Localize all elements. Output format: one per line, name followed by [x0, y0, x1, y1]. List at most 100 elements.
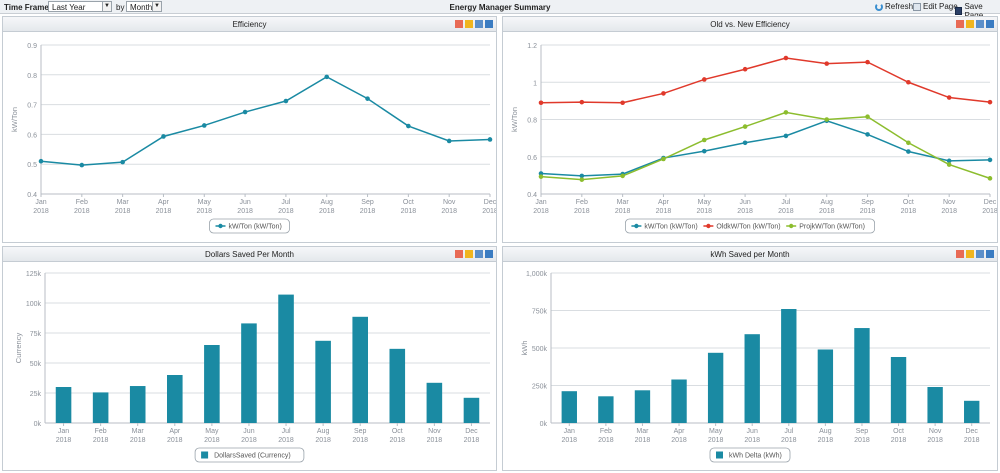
- panel-title: Efficiency: [3, 17, 496, 32]
- x-tick-label: Dec: [965, 428, 978, 435]
- export-icon[interactable]: [475, 250, 483, 258]
- data-point: [365, 96, 370, 101]
- data-point: [661, 156, 666, 162]
- refresh-label: Refresh: [885, 2, 914, 11]
- x-tick-label: Jun: [739, 199, 750, 206]
- x-tick-label: Jan: [535, 199, 546, 206]
- export-icon[interactable]: [475, 20, 483, 28]
- x-tick-label: Dec: [465, 428, 478, 435]
- y-tick-label: 0.8: [27, 73, 37, 80]
- x-tick-label: Aug: [819, 428, 832, 435]
- bar: [598, 396, 614, 423]
- x-tick-label: Jul: [281, 199, 290, 206]
- x-tick-year: 2018: [941, 208, 957, 215]
- timeframe-select[interactable]: Last Year ▼: [48, 1, 112, 12]
- bar: [964, 400, 980, 423]
- x-tick-year: 2018: [56, 437, 72, 444]
- period-select[interactable]: Month ▼: [126, 1, 162, 12]
- legend-label: kWh Delta (kWh): [729, 453, 782, 460]
- data-point: [701, 137, 707, 143]
- y-tick-label: 1,000k: [526, 271, 548, 278]
- x-tick-label: Nov: [443, 199, 456, 206]
- data-point: [987, 157, 993, 163]
- data-point: [946, 95, 952, 100]
- y-axis-label: Currency: [14, 333, 23, 364]
- bar: [817, 349, 834, 423]
- x-tick-label: Feb: [576, 199, 588, 206]
- x-tick-year: 2018: [360, 208, 376, 215]
- x-tick-year: 2018: [854, 437, 870, 444]
- data-point: [538, 174, 544, 179]
- data-point: [120, 159, 125, 165]
- edit-page-button[interactable]: Edit Page: [913, 2, 958, 11]
- refresh-button[interactable]: Refresh: [875, 2, 913, 11]
- panel-title: kWh Saved per Month: [503, 247, 997, 262]
- clear-icon[interactable]: [455, 250, 463, 258]
- pencil-icon[interactable]: [465, 250, 473, 258]
- y-tick-label: 500k: [532, 346, 548, 353]
- data-point: [824, 117, 830, 122]
- x-tick-label: May: [205, 428, 219, 435]
- pencil-icon[interactable]: [966, 250, 974, 258]
- x-tick-year: 2018: [130, 437, 146, 444]
- legend-label: kW/Ton (kW/Ton): [644, 224, 697, 231]
- save-page-button[interactable]: Save Page: [955, 2, 1000, 20]
- x-tick-year: 2018: [744, 437, 760, 444]
- data-point: [406, 123, 411, 129]
- clear-icon[interactable]: [956, 20, 964, 28]
- export-icon[interactable]: [976, 250, 984, 258]
- y-tick-label: 0.9: [27, 43, 37, 50]
- bar: [389, 348, 406, 423]
- x-tick-year: 2018: [278, 437, 294, 444]
- x-tick-label: Jan: [564, 428, 575, 435]
- x-tick-year: 2018: [901, 208, 917, 215]
- export-icon[interactable]: [976, 20, 984, 28]
- legend-marker: [634, 223, 639, 229]
- panel-tools: [956, 20, 994, 28]
- pencil-icon[interactable]: [465, 20, 473, 28]
- legend-marker: [716, 451, 723, 459]
- clear-icon[interactable]: [956, 250, 964, 258]
- pencil-icon[interactable]: [966, 20, 974, 28]
- x-tick-label: Jul: [282, 428, 291, 435]
- x-tick-year: 2018: [390, 437, 406, 444]
- y-tick-label: 0.6: [527, 155, 537, 162]
- x-tick-year: 2018: [464, 437, 480, 444]
- data-point: [701, 77, 707, 82]
- edit-icon: [913, 2, 921, 11]
- data-point: [161, 134, 166, 139]
- bar: [927, 387, 943, 423]
- bar: [561, 391, 577, 423]
- clear-icon[interactable]: [455, 20, 463, 28]
- x-tick-label: Oct: [903, 199, 914, 206]
- x-tick-year: 2018: [927, 437, 943, 444]
- kwh-saved-chart: 0k 250k 500k 750k 1,000k kWh Jan 2018 Feb 2018 Mar…: [520, 271, 990, 463]
- x-tick-year: 2018: [964, 437, 980, 444]
- x-tick-label: Aug: [320, 199, 333, 206]
- expand-icon[interactable]: [986, 250, 994, 258]
- x-tick-year: 2018: [656, 208, 672, 215]
- y-axis-label: kWh: [520, 341, 529, 356]
- legend-marker: [201, 451, 209, 459]
- expand-icon[interactable]: [485, 250, 493, 258]
- data-point: [906, 79, 911, 85]
- data-point: [742, 124, 748, 129]
- expand-icon[interactable]: [986, 20, 994, 28]
- x-tick-year: 2018: [562, 437, 578, 444]
- legend-marker: [218, 223, 223, 229]
- legend-box: [709, 447, 791, 463]
- expand-icon[interactable]: [485, 20, 493, 28]
- legend-marker: [706, 223, 711, 229]
- x-tick-year: 2018: [278, 208, 294, 215]
- x-tick-year: 2018: [441, 208, 457, 215]
- y-tick-label: 250k: [532, 384, 548, 391]
- x-tick-year: 2018: [982, 208, 997, 215]
- data-point: [620, 173, 625, 179]
- chevron-down-icon: ▼: [152, 2, 161, 11]
- bar: [426, 382, 443, 423]
- y-tick-label: 125k: [26, 271, 42, 278]
- bar: [854, 328, 870, 423]
- edit-label: Edit Page: [923, 2, 958, 11]
- refresh-icon: [875, 2, 883, 11]
- x-tick-label: Aug: [820, 199, 833, 206]
